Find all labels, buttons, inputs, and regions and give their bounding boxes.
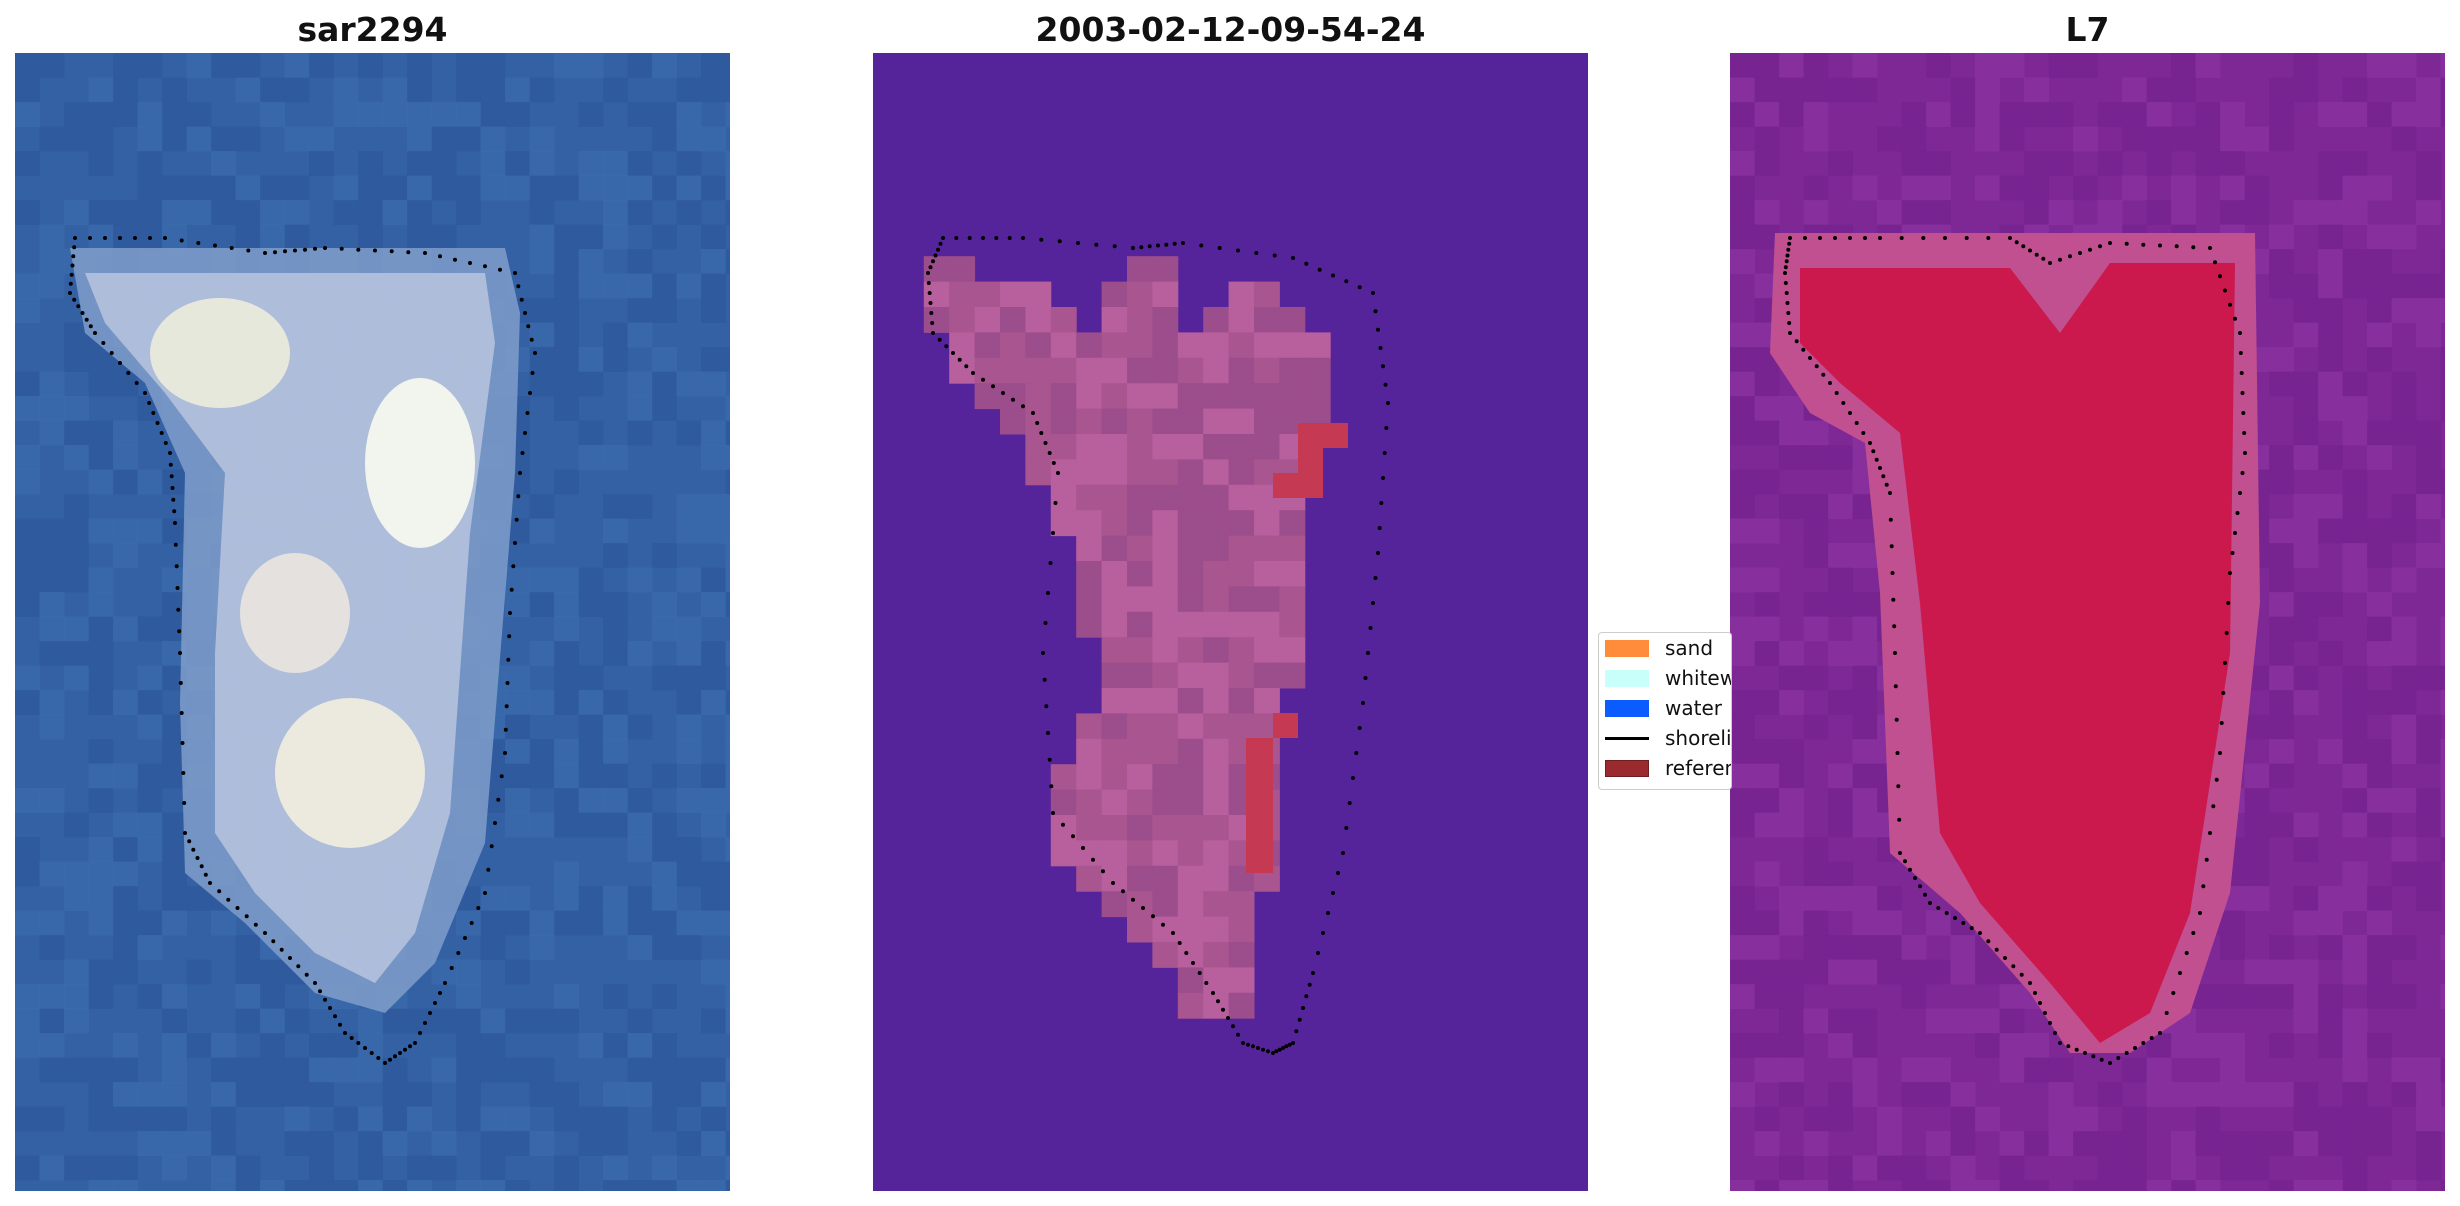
shoreline-line-swatch	[1605, 736, 1649, 740]
legend-label-water: water	[1665, 696, 1722, 720]
panel-title-index: L7	[2065, 10, 2110, 49]
whitewater-swatch	[1605, 669, 1649, 687]
reference-patch	[1298, 423, 1348, 448]
water-swatch	[1605, 699, 1649, 717]
index-island-core	[1800, 263, 2235, 1043]
index-panel	[1730, 53, 2445, 1191]
reference-patch	[1246, 738, 1273, 873]
reference-patches	[1246, 423, 1348, 873]
legend-label-sand: sand	[1665, 636, 1714, 660]
rgb-bright-sand-3	[240, 553, 350, 673]
reference-patch	[1273, 473, 1323, 498]
panel-title-classification: 2003-02-12-09-54-24	[1035, 10, 1426, 49]
panel-title-rgb: sar2294	[297, 10, 448, 49]
rgb-island	[70, 248, 520, 1013]
index-island	[1770, 233, 2260, 1053]
rgb-bright-sand-4	[275, 698, 425, 848]
legend-item-sand: sand	[1605, 633, 1713, 663]
legend-label-reference: reference	[1665, 756, 1731, 780]
index-shoreline-dots	[1783, 236, 2247, 1065]
classified-land-pixels	[923, 256, 1331, 1019]
rgb-image-panel	[15, 53, 730, 1191]
legend-item-reference: reference	[1605, 753, 1731, 783]
reference-patch	[1298, 448, 1323, 473]
sand-swatch	[1605, 639, 1649, 657]
rgb-shoreline-dots	[68, 236, 537, 1065]
rgb-bright-sand-2	[365, 378, 475, 548]
classification-shoreline-dots	[926, 236, 1390, 1055]
legend-label-shoreline: shoreline	[1665, 726, 1732, 750]
reference-patch	[1273, 713, 1298, 738]
classification-panel	[873, 53, 1588, 1191]
legend-item-shoreline: shoreline	[1605, 723, 1732, 753]
legend-item-water: water	[1605, 693, 1722, 723]
reference-swatch	[1605, 759, 1649, 777]
rgb-bright-sand-1	[150, 298, 290, 408]
